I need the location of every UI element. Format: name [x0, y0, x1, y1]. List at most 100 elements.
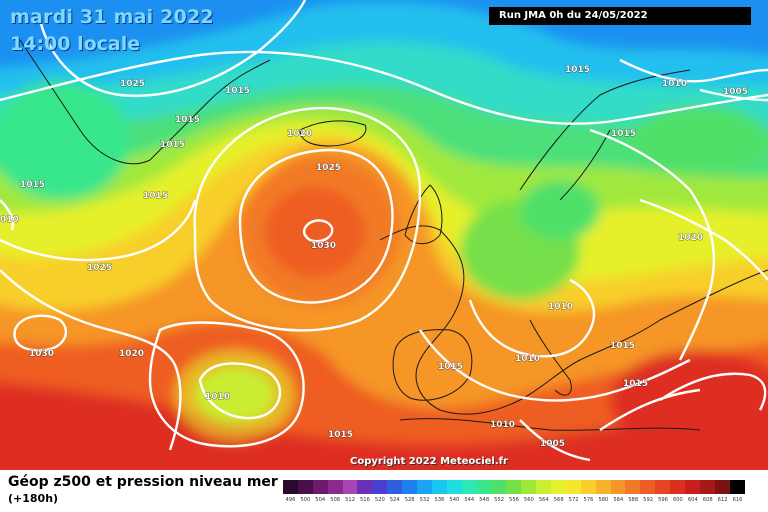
legend-swatch [685, 480, 700, 494]
legend-swatch [729, 480, 745, 494]
legend-value: 508 [330, 497, 341, 503]
isobar-1020-west [0, 269, 182, 451]
legend-value: 532 [419, 497, 430, 503]
isobar-label: 1015 [143, 191, 168, 201]
legend-swatch [699, 480, 715, 494]
legend-swatch [640, 480, 656, 494]
isobar-1010-west [0, 199, 14, 231]
isobar-1005-ne [699, 88, 768, 102]
isobar-label: 1025 [87, 263, 112, 273]
isobar-label: 1015 [438, 362, 463, 372]
isobar-1005-south [519, 419, 591, 462]
isobar-label: 1005 [723, 87, 748, 97]
british-isles-coast [404, 184, 443, 245]
legend-value: 580 [598, 497, 609, 503]
isobar-label: 1015 [328, 430, 353, 440]
isobar-label: 1015 [623, 379, 648, 389]
greenland-coast [19, 39, 271, 165]
legend-swatch [283, 480, 298, 494]
europe-coast [379, 225, 768, 415]
legend-value: 564 [538, 497, 549, 503]
legend-swatch [357, 480, 373, 494]
legend-value: 600 [672, 497, 683, 503]
isobar-1010-europe [468, 278, 596, 358]
isobar-label: 1015 [565, 65, 590, 75]
isobar-label: 1005 [540, 439, 565, 449]
isobar-1010-se [659, 372, 767, 411]
legend-value: 596 [658, 497, 668, 503]
legend-swatch [521, 480, 537, 494]
legend-swatch [491, 480, 507, 494]
legend-value: 536 [434, 497, 445, 503]
legend-value: 612 [717, 497, 728, 503]
isobar-1025-center [238, 148, 394, 304]
italy-coast [529, 319, 572, 396]
isobar-label: 1010 [548, 302, 573, 312]
legend-swatch [461, 480, 477, 494]
isobar-1015-east [589, 128, 716, 361]
coastlines [19, 39, 768, 431]
legend-value: 572 [568, 497, 579, 503]
legend-value: 616 [732, 497, 743, 503]
legend-swatch [670, 480, 686, 494]
isobar-label: 1025 [120, 79, 145, 89]
copyright-notice: Copyright 2022 Meteociel.fr [350, 456, 508, 467]
legend-swatch [402, 480, 418, 494]
isobar-1025-north [38, 0, 307, 97]
forecast-time: 14:00 locale [10, 33, 141, 55]
isobar-label: 1015 [610, 341, 635, 351]
iberia-coast [392, 329, 473, 401]
legend-swatch [312, 480, 328, 494]
legend-value: 576 [583, 497, 594, 503]
legend-value: 528 [404, 497, 415, 503]
legend-value: 544 [464, 497, 475, 503]
legend-value: 516 [360, 497, 370, 503]
model-run-label: Run JMA 0h du 24/05/2022 [489, 7, 751, 25]
legend-value: 568 [553, 497, 564, 503]
isobar-label: 1010 [205, 392, 230, 402]
isobar-lines [0, 0, 768, 460]
isobar-label: 1010 [662, 79, 687, 89]
isobar-1020-east [639, 198, 768, 281]
isobar-label: 1010 [490, 420, 515, 430]
legend-swatch [655, 480, 671, 494]
iceland-coast [299, 120, 367, 147]
legend-value: 496 [285, 497, 296, 503]
legend-value: 592 [643, 497, 654, 503]
legend-swatch [595, 480, 611, 494]
legend-swatch [342, 480, 358, 494]
isobar-label: 1015 [175, 115, 200, 125]
isobar-1030-west [13, 314, 67, 352]
legend-swatch [372, 480, 388, 494]
map-title: Géop z500 et pression niveau mer [8, 474, 278, 490]
legend-swatch [580, 480, 596, 494]
legend-swatch [417, 480, 432, 494]
isobar-1030-center [302, 219, 334, 243]
isobar-label: 1015 [20, 180, 45, 190]
legend-value: 520 [374, 497, 385, 503]
isobar-labels: 1025 1015 1015 1015 1015 1015 1020 1025 … [0, 65, 748, 450]
legend-swatch [476, 480, 492, 494]
isobar-1010-south [198, 362, 282, 420]
isobar-1015-se [599, 388, 701, 431]
legend-value: 552 [494, 497, 505, 503]
legend-value: 584 [613, 497, 624, 503]
legend-swatch [431, 480, 447, 494]
color-scale-labels: 496 500 504 508 512 516 520 524 528 532 536 540 544 5… [283, 497, 745, 509]
legend-value: 504 [315, 497, 326, 503]
legend-swatch [536, 480, 552, 494]
legend-swatch [506, 480, 522, 494]
isobar-1015-south [148, 321, 305, 448]
isobar-label: 1015 [225, 86, 250, 96]
legend-value: 560 [523, 497, 534, 503]
isobar-label: 1025 [316, 163, 341, 173]
isobar-1015-europe [419, 329, 691, 402]
legend-value: 540 [449, 497, 460, 503]
legend-value: 608 [702, 497, 713, 503]
legend-value: 588 [628, 497, 639, 503]
legend-swatch [387, 480, 403, 494]
forecast-lead-time: (+180h) [8, 492, 59, 505]
legend-swatch [565, 480, 581, 494]
isobar-label: 1015 [160, 140, 185, 150]
